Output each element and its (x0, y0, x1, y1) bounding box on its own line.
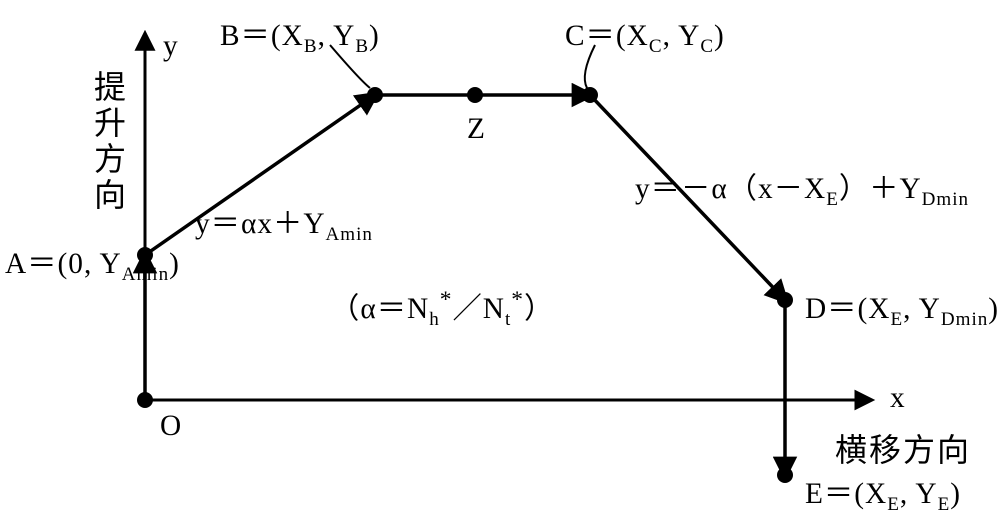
equation-cd: y＝－α（x－XE）＋YDmin (635, 165, 969, 211)
point-z (467, 87, 483, 103)
equation-ab: y＝αx＋YAmin (195, 200, 373, 246)
label-y-axis-cjk: 提升方向 (85, 70, 131, 214)
point-c (582, 87, 598, 103)
point-d (777, 292, 793, 308)
point-e (777, 467, 793, 483)
label-origin: O (160, 410, 181, 443)
label-x-axis: x (890, 382, 905, 415)
equation-alpha: （α＝Nh*／Nt*） (330, 285, 554, 331)
label-point-c: C＝(XC, YC) (565, 12, 725, 58)
label-point-b: B＝(XB, YB) (220, 12, 380, 58)
label-x-axis-cjk: 横移方向 (835, 425, 971, 471)
point-origin (137, 392, 153, 408)
label-point-a: A＝(0, YAmin) (5, 240, 180, 286)
label-point-d: D＝(XE, YDmin) (805, 285, 999, 331)
point-b (367, 87, 383, 103)
label-point-z: Z (467, 113, 485, 146)
label-point-e: E＝(XE, YE) (805, 470, 961, 516)
label-y-axis: y (163, 30, 178, 63)
